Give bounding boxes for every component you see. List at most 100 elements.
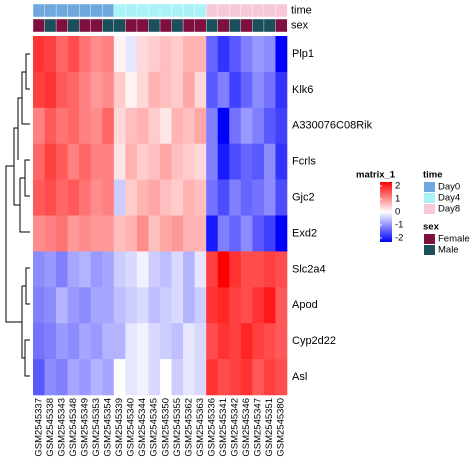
heatmap-cell: [206, 179, 219, 216]
legend-label: Male: [438, 245, 459, 256]
heatmap-cell: [240, 143, 253, 180]
heatmap-cell: [252, 251, 265, 288]
heatmap-cell: [252, 215, 265, 252]
annotation-cell: [171, 3, 184, 18]
heatmap-cell: [125, 107, 138, 144]
heatmap-cell: [136, 107, 149, 144]
heatmap-cell: [194, 71, 207, 109]
heatmap-cell: [44, 36, 57, 73]
heatmap-cell: [90, 107, 103, 144]
heatmap-cell: [252, 359, 265, 396]
column-label: GSM2545340: [126, 398, 137, 457]
heatmap-cell: [171, 71, 184, 109]
column-label: GSM2545353: [91, 398, 102, 457]
annotation-cell: [275, 18, 288, 33]
heatmap-cell: [240, 107, 253, 144]
heatmap-cell: [160, 179, 172, 216]
colorbar-title: matrix_1: [356, 170, 396, 181]
heatmap-cell: [102, 36, 115, 73]
colorbar-tick-label: 0: [395, 207, 400, 218]
column-label: GSM2545348: [68, 398, 79, 457]
column-label: GSM2545338: [45, 398, 56, 457]
heatmap-cell: [148, 359, 161, 396]
heatmap-cell: [206, 143, 219, 180]
heatmap-cell: [56, 36, 68, 73]
heatmap-cell: [148, 36, 161, 73]
heatmap-cell: [56, 179, 68, 216]
heatmap-cell: [148, 287, 161, 324]
heatmap-cell: [263, 323, 276, 360]
legend-swatch: [424, 204, 435, 214]
heatmap-cell: [136, 179, 149, 216]
heatmap-cell: [102, 323, 115, 360]
heatmap-cell: [33, 107, 45, 144]
heatmap-cell: [171, 107, 184, 144]
heatmap-cell: [206, 107, 219, 144]
row-label: Fcrls: [292, 156, 316, 168]
heatmap-cell: [79, 71, 92, 109]
heatmap-cell: [33, 179, 45, 216]
column-label: GSM2545343: [56, 398, 67, 457]
heatmap-cell: [125, 143, 138, 180]
annotation-cell: [171, 18, 184, 33]
column-label: GSM2545339: [114, 398, 125, 457]
heatmap-cell: [90, 36, 103, 73]
annotation-name: sex: [291, 19, 309, 31]
annotation-cell: [217, 18, 230, 33]
heatmap-cell: [240, 323, 253, 360]
column-label: GSM2545347: [253, 398, 264, 457]
heatmap-cell: [113, 143, 126, 180]
heatmap-cell: [217, 179, 230, 216]
heatmap-cell: [90, 323, 103, 360]
heatmap-cell: [275, 71, 288, 109]
heatmap-cell: [160, 36, 172, 73]
heatmap-cell: [33, 215, 45, 252]
heatmap-cell: [56, 215, 68, 252]
heatmap-cell: [148, 143, 161, 180]
heatmap-cell: [102, 287, 115, 324]
heatmap-cell: [229, 251, 242, 288]
legend-label: Day8: [438, 204, 460, 215]
heatmap-cell: [56, 107, 68, 144]
heatmap-cell: [229, 287, 242, 324]
heatmap-cell: [229, 36, 242, 73]
row-label: Asl: [292, 371, 307, 383]
heatmap-cell: [240, 36, 253, 73]
heatmap-cell: [217, 143, 230, 180]
heatmap-cell: [113, 287, 126, 324]
heatmap-cell: [160, 107, 172, 144]
heatmap-cell: [67, 179, 80, 216]
heatmap-cell: [113, 215, 126, 252]
heatmap-cell: [263, 251, 276, 288]
heatmap-cell: [148, 179, 161, 216]
heatmap-cell: [67, 323, 80, 360]
heatmap-cell: [79, 359, 92, 396]
heatmap-cell: [113, 179, 126, 216]
annotation-cell: [136, 3, 149, 18]
heatmap-cell: [275, 359, 288, 396]
legend-title: time: [423, 170, 443, 181]
heatmap-cell: [33, 143, 45, 180]
heatmap-cell: [194, 143, 207, 180]
column-label: GSM2545380: [276, 398, 287, 457]
heatmap-cell: [229, 323, 242, 360]
heatmap-cell: [240, 179, 253, 216]
legend-swatch: [424, 193, 435, 203]
heatmap-cell: [67, 287, 80, 324]
heatmap-cell: [79, 287, 92, 324]
heatmap-cell: [263, 179, 276, 216]
heatmap-cell: [171, 36, 184, 73]
heatmap-cell: [183, 287, 195, 324]
row-label: Cyp2d22: [292, 335, 336, 347]
heatmap-cell: [194, 251, 207, 288]
heatmap-cell: [102, 251, 115, 288]
heatmap-cell: [217, 71, 230, 109]
heatmap-cell: [171, 359, 184, 396]
heatmap-cell: [206, 359, 219, 396]
heatmap-cell: [217, 359, 230, 396]
heatmap-cell: [102, 179, 115, 216]
heatmap-cell: [252, 179, 265, 216]
heatmap-cell: [275, 251, 288, 288]
heatmap-cell: [183, 215, 195, 252]
heatmap-cell: [102, 359, 115, 396]
